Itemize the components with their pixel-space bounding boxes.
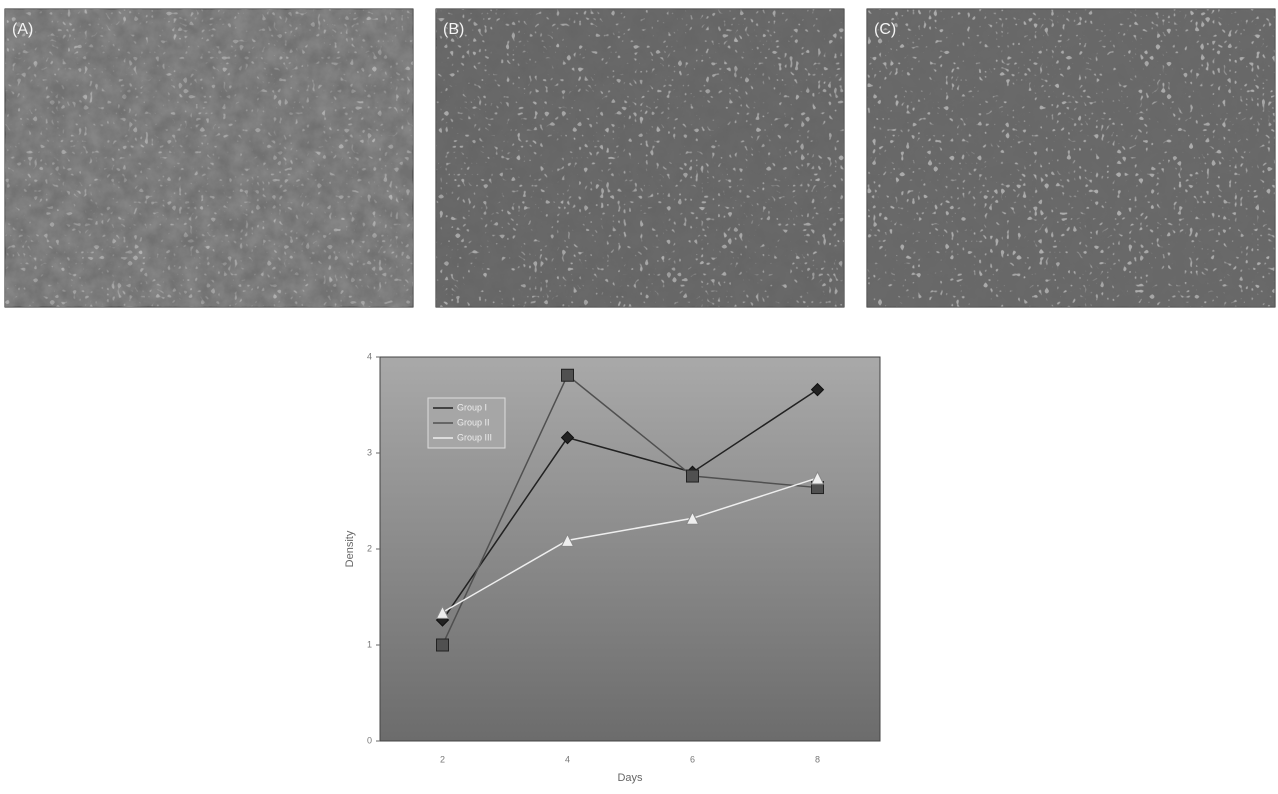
nuclei: [867, 9, 1275, 307]
legend-label: Group I: [457, 402, 487, 412]
page: (A) (B) (C) Days Density 0 1 2 3 4 2 4 6 8 Group …: [0, 0, 1278, 794]
y-tick-label: 1: [367, 639, 372, 649]
nuclei: [436, 9, 844, 307]
panel-label: (B): [443, 21, 464, 38]
y-tick-label: 0: [367, 735, 372, 745]
panel-b: (B): [436, 9, 844, 307]
figure: (A) (B) (C) Days Density 0 1 2 3 4 2 4 6 8 Group …: [0, 0, 1278, 789]
micrographs: (A) (B) (C): [5, 9, 1275, 307]
y-tick-label: 2: [367, 543, 372, 553]
x-tick-label: 4: [565, 754, 570, 764]
marker: [687, 470, 699, 482]
y-axis-label: Density: [344, 530, 356, 567]
panel-c: (C): [867, 9, 1275, 307]
panel-a: (A): [5, 9, 413, 307]
y-tick-label: 4: [367, 351, 372, 361]
x-tick-label: 2: [440, 754, 445, 764]
marker: [437, 639, 449, 651]
nuclei: [5, 9, 413, 307]
x-tick-label: 8: [815, 754, 820, 764]
panel-label: (A): [12, 21, 33, 38]
x-axis-label: Days: [617, 772, 643, 784]
chart: Days Density 0 1 2 3 4 2 4 6 8 Group I Group II Gro…: [344, 351, 880, 784]
x-tick-label: 6: [690, 754, 695, 764]
marker: [562, 369, 574, 381]
panel-label: (C): [874, 21, 896, 38]
legend-label: Group III: [457, 432, 492, 442]
legend-label: Group II: [457, 417, 490, 427]
y-tick-label: 3: [367, 447, 372, 457]
